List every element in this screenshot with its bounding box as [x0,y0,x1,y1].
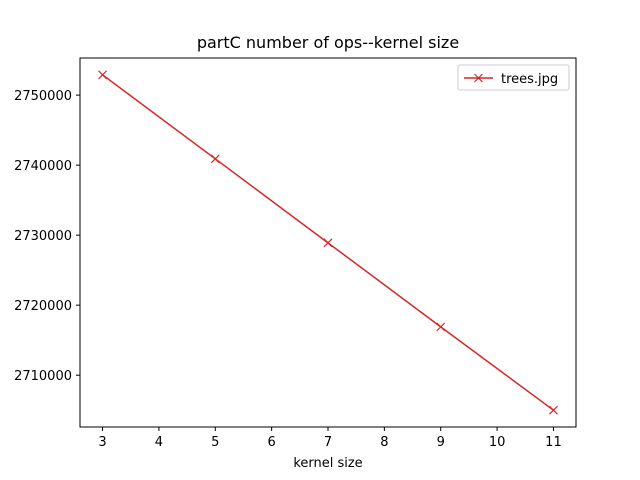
x-axis-label: kernel size [293,456,362,471]
legend: trees.jpg [457,64,570,91]
x-tick-label: 7 [324,435,332,450]
y-axis: 2710000 2720000 2730000 2740000 2750000 [14,89,80,384]
data-point-x-marker [323,238,333,248]
x-tick-label: 6 [267,435,275,450]
legend-marker-x-icon [474,73,483,83]
data-point-x-marker [436,322,446,332]
series-layer [98,70,558,415]
x-tick-label: 5 [211,435,219,450]
data-point-x-marker [210,154,220,164]
legend-box [457,64,570,91]
y-tick-label: 2730000 [14,229,72,244]
x-tick-label: 10 [489,435,506,450]
x-axis: 3 4 5 6 7 8 9 10 11 [98,427,562,450]
x-tick-label: 3 [98,435,106,450]
series-trees-jpg [98,70,558,415]
y-tick-label: 2750000 [14,89,72,104]
x-tick-label: 9 [437,435,445,450]
data-point-x-marker [98,70,107,80]
x-tick-label: 4 [155,435,163,450]
y-tick-label: 2710000 [14,369,72,384]
x-tick-label: 11 [545,435,562,450]
legend-label: trees.jpg [501,72,558,87]
y-tick-label: 2740000 [14,159,72,174]
y-tick-label: 2720000 [14,299,72,314]
data-point-x-marker [549,405,558,415]
x-tick-label: 8 [380,435,388,450]
chart-title: partC number of ops--kernel size [197,33,459,52]
